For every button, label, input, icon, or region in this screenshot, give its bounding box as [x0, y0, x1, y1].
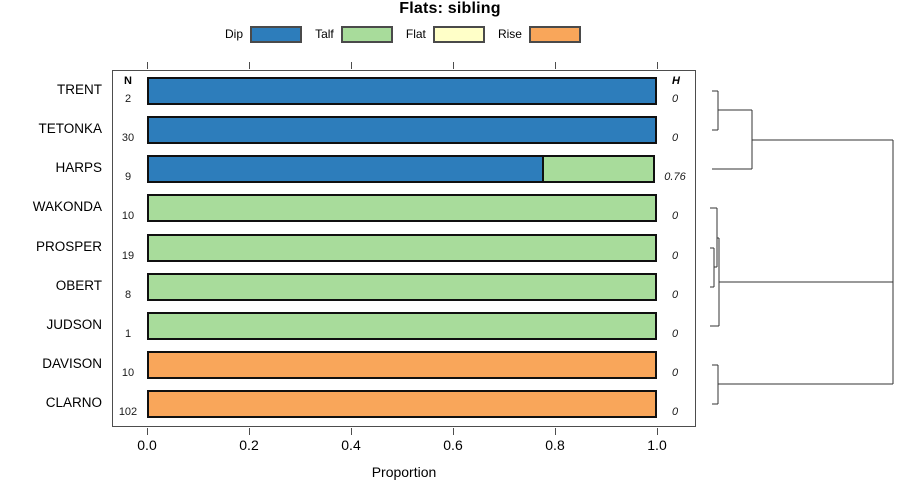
- x-axis-tick-top: [554, 62, 556, 69]
- bar-segment-talf: [147, 234, 657, 262]
- x-axis-tick-top: [248, 62, 250, 69]
- h-value: 0: [671, 250, 679, 262]
- n-value: 102: [118, 406, 138, 418]
- x-axis-tick-label: 1.0: [647, 437, 667, 453]
- legend-swatch-talf-icon: [340, 25, 393, 43]
- x-axis-tick-label: 0.0: [137, 437, 157, 453]
- stacked-bar-harps: [147, 155, 657, 183]
- n-value: 8: [124, 289, 132, 301]
- bar-segment-dip: [147, 116, 657, 144]
- stacked-bar-obert: [147, 273, 657, 301]
- legend-label: Rise: [497, 27, 522, 41]
- h-value: 0: [671, 210, 679, 222]
- legend-item-flat: Flat: [405, 25, 485, 43]
- legend: Dip Talf Flat Rise: [225, 25, 581, 43]
- legend-swatch-flat-icon: [432, 25, 485, 43]
- legend-swatch-dip-icon: [250, 25, 303, 43]
- stacked-bar-clarno: [147, 390, 657, 418]
- n-column-header: N: [124, 75, 132, 87]
- x-axis-tick-bottom: [248, 428, 250, 435]
- n-value: 1: [124, 328, 132, 340]
- legend-swatch-rise-icon: [528, 25, 581, 43]
- x-axis-tick-bottom: [350, 428, 352, 435]
- h-value: 0: [671, 406, 679, 418]
- category-label: TRENT: [57, 82, 102, 97]
- x-axis-tick-top: [350, 62, 352, 69]
- n-value: 30: [121, 132, 135, 144]
- stacked-bar-wakonda: [147, 194, 657, 222]
- bar-segment-talf: [147, 194, 657, 222]
- plot-area-frame: [112, 70, 696, 427]
- bar-segment-rise: [147, 351, 657, 379]
- h-value: 0: [671, 132, 679, 144]
- legend-item-rise: Rise: [497, 25, 581, 43]
- bar-segment-talf: [147, 273, 657, 301]
- bar-segment-rise: [147, 390, 657, 418]
- x-axis-tick-bottom: [452, 428, 454, 435]
- legend-item-dip: Dip: [225, 25, 303, 43]
- x-axis-tick-bottom: [146, 428, 148, 435]
- h-value: 0: [671, 93, 679, 105]
- x-axis-label: Proportion: [371, 464, 437, 480]
- category-label: HARPS: [55, 160, 102, 175]
- n-value: 2: [124, 93, 132, 105]
- x-axis-tick-bottom: [656, 428, 658, 435]
- category-label: TETONKA: [38, 121, 102, 136]
- category-label: PROSPER: [35, 239, 102, 254]
- h-value: 0.76: [664, 171, 686, 183]
- bar-segment-talf: [147, 312, 657, 340]
- x-axis-tick-top: [146, 62, 148, 69]
- x-axis-tick-label: 0.8: [545, 437, 565, 453]
- n-value: 19: [121, 250, 135, 262]
- n-value: 10: [121, 367, 135, 379]
- h-value: 0: [671, 328, 679, 340]
- stacked-bar-tetonka: [147, 116, 657, 144]
- bar-segment-talf: [541, 155, 655, 183]
- category-label: DAVISON: [42, 356, 102, 371]
- x-axis-tick-label: 0.6: [443, 437, 463, 453]
- stacked-bar-judson: [147, 312, 657, 340]
- stacked-bar-trent: [147, 77, 657, 105]
- category-label: OBERT: [55, 278, 102, 293]
- x-axis-tick-label: 0.4: [341, 437, 361, 453]
- h-column-header: H: [672, 75, 680, 87]
- x-axis-tick-bottom: [554, 428, 556, 435]
- n-value: 9: [124, 171, 132, 183]
- x-axis-tick-label: 0.2: [239, 437, 259, 453]
- legend-label: Flat: [405, 27, 426, 41]
- category-label: JUDSON: [46, 317, 102, 332]
- stacked-bar-davison: [147, 351, 657, 379]
- stacked-bar-prosper: [147, 234, 657, 262]
- h-value: 0: [671, 367, 679, 379]
- chart-title: Flats: sibling: [399, 0, 501, 17]
- bar-segment-dip: [147, 155, 544, 183]
- legend-label: Talf: [315, 27, 334, 41]
- category-label: CLARNO: [45, 395, 102, 410]
- n-value: 10: [121, 210, 135, 222]
- category-label: WAKONDA: [32, 199, 102, 214]
- bar-segment-dip: [147, 77, 657, 105]
- x-axis-tick-top: [452, 62, 454, 69]
- h-value: 0: [671, 289, 679, 301]
- legend-label: Dip: [225, 27, 244, 41]
- legend-item-talf: Talf: [315, 25, 393, 43]
- x-axis-tick-top: [656, 62, 658, 69]
